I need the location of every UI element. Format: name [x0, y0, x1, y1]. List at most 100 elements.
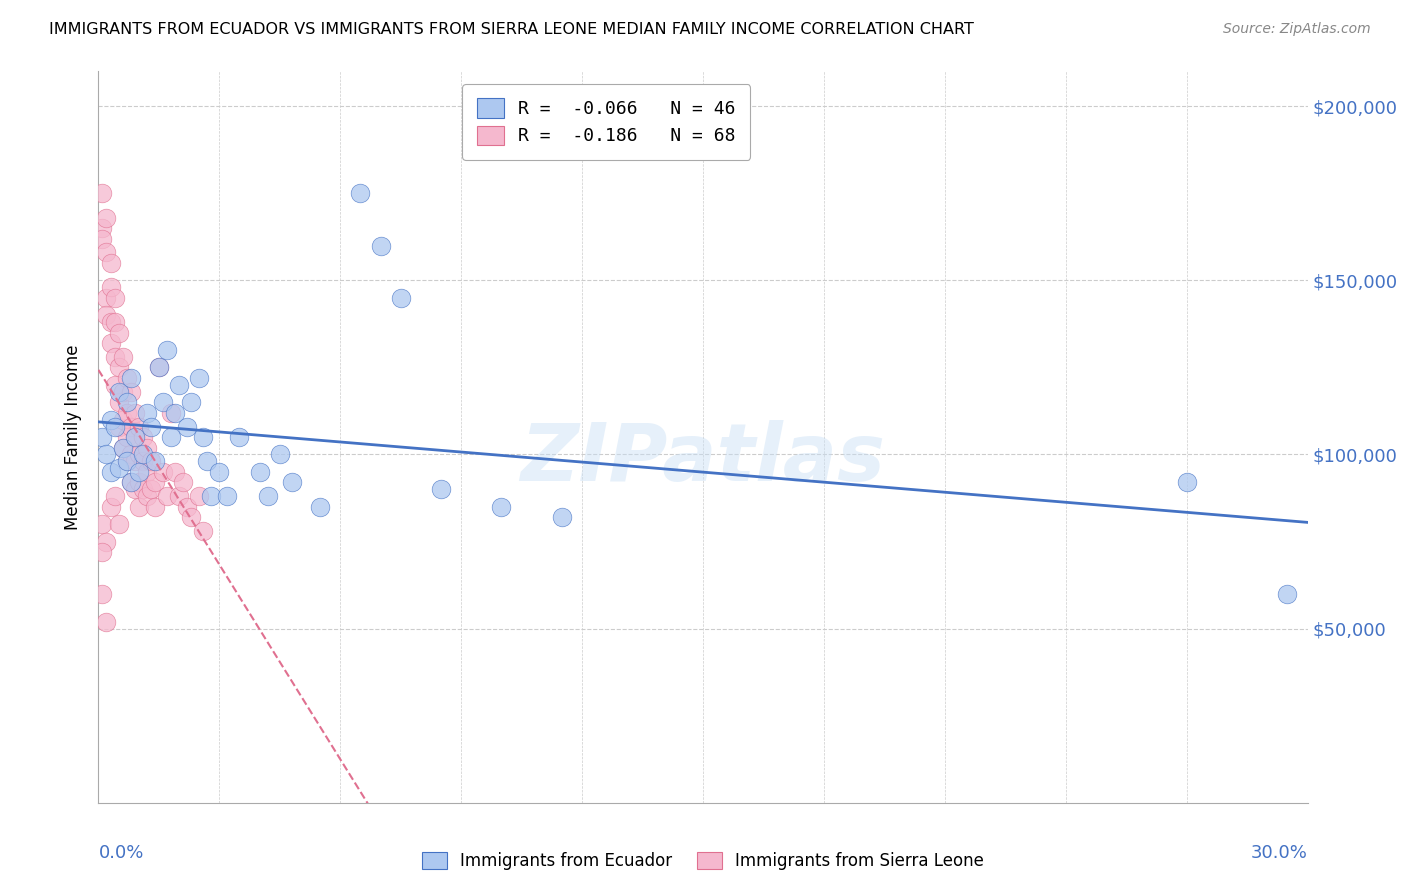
Point: [132, 430, 155, 444]
Point: [217, 489, 239, 503]
Point: [96, 615, 118, 629]
Point: [128, 419, 150, 434]
Point: [100, 315, 122, 329]
Point: [491, 500, 513, 514]
Point: [107, 384, 129, 399]
Point: [115, 371, 138, 385]
Point: [91, 221, 114, 235]
Point: [120, 475, 142, 490]
Point: [309, 500, 332, 514]
Point: [152, 395, 174, 409]
Point: [96, 448, 118, 462]
Point: [96, 211, 118, 225]
Text: ZIPatlas: ZIPatlas: [520, 420, 886, 498]
Point: [100, 280, 122, 294]
Point: [103, 377, 125, 392]
Point: [91, 231, 114, 245]
Point: [1277, 587, 1299, 601]
Point: [163, 406, 186, 420]
Point: [180, 510, 202, 524]
Point: [91, 545, 114, 559]
Point: [132, 483, 155, 497]
Point: [430, 483, 453, 497]
Point: [193, 524, 215, 538]
Point: [156, 343, 179, 357]
Point: [152, 465, 174, 479]
Point: [163, 465, 186, 479]
Point: [91, 186, 114, 201]
Point: [176, 500, 198, 514]
Point: [120, 475, 142, 490]
Point: [107, 461, 129, 475]
Point: [120, 384, 142, 399]
Point: [281, 475, 304, 490]
Point: [120, 419, 142, 434]
Point: [132, 448, 155, 462]
Point: [256, 489, 278, 503]
Point: [96, 291, 118, 305]
Point: [1175, 475, 1198, 490]
Point: [167, 489, 190, 503]
Point: [107, 517, 129, 532]
Point: [188, 371, 211, 385]
Point: [115, 454, 138, 468]
Point: [551, 510, 574, 524]
Point: [111, 412, 134, 426]
Point: [111, 441, 134, 455]
Point: [107, 360, 129, 375]
Point: [128, 448, 150, 462]
Point: [124, 454, 146, 468]
Point: [115, 406, 138, 420]
Point: [96, 308, 118, 322]
Point: [124, 483, 146, 497]
Point: [107, 419, 129, 434]
Point: [228, 430, 250, 444]
Point: [188, 489, 211, 503]
Point: [135, 489, 157, 503]
Point: [389, 291, 412, 305]
Point: [124, 430, 146, 444]
Point: [115, 430, 138, 444]
Point: [111, 384, 134, 399]
Point: [100, 336, 122, 351]
Point: [120, 448, 142, 462]
Point: [269, 448, 291, 462]
Point: [96, 534, 118, 549]
Point: [143, 454, 166, 468]
Point: [128, 475, 150, 490]
Legend: R =  -0.066   N = 46, R =  -0.186   N = 68: R = -0.066 N = 46, R = -0.186 N = 68: [463, 84, 751, 160]
Point: [148, 360, 170, 375]
Point: [160, 430, 183, 444]
Point: [135, 406, 157, 420]
Point: [103, 291, 125, 305]
Point: [143, 500, 166, 514]
Point: [96, 245, 118, 260]
Point: [132, 454, 155, 468]
Point: [172, 475, 194, 490]
Point: [120, 371, 142, 385]
Point: [103, 315, 125, 329]
Point: [103, 350, 125, 364]
Point: [103, 489, 125, 503]
Point: [180, 395, 202, 409]
Text: IMMIGRANTS FROM ECUADOR VS IMMIGRANTS FROM SIERRA LEONE MEDIAN FAMILY INCOME COR: IMMIGRANTS FROM ECUADOR VS IMMIGRANTS FR…: [49, 22, 974, 37]
Point: [139, 454, 162, 468]
Point: [208, 465, 231, 479]
Point: [139, 483, 162, 497]
Point: [139, 419, 162, 434]
Point: [100, 465, 122, 479]
Point: [115, 454, 138, 468]
Point: [200, 489, 222, 503]
Point: [135, 465, 157, 479]
Point: [91, 587, 114, 601]
Point: [128, 500, 150, 514]
Point: [100, 500, 122, 514]
Legend: Immigrants from Ecuador, Immigrants from Sierra Leone: Immigrants from Ecuador, Immigrants from…: [415, 845, 991, 877]
Point: [195, 454, 218, 468]
Point: [107, 326, 129, 340]
Point: [107, 395, 129, 409]
Point: [111, 441, 134, 455]
Point: [103, 419, 125, 434]
Point: [167, 377, 190, 392]
Y-axis label: Median Family Income: Median Family Income: [65, 344, 83, 530]
